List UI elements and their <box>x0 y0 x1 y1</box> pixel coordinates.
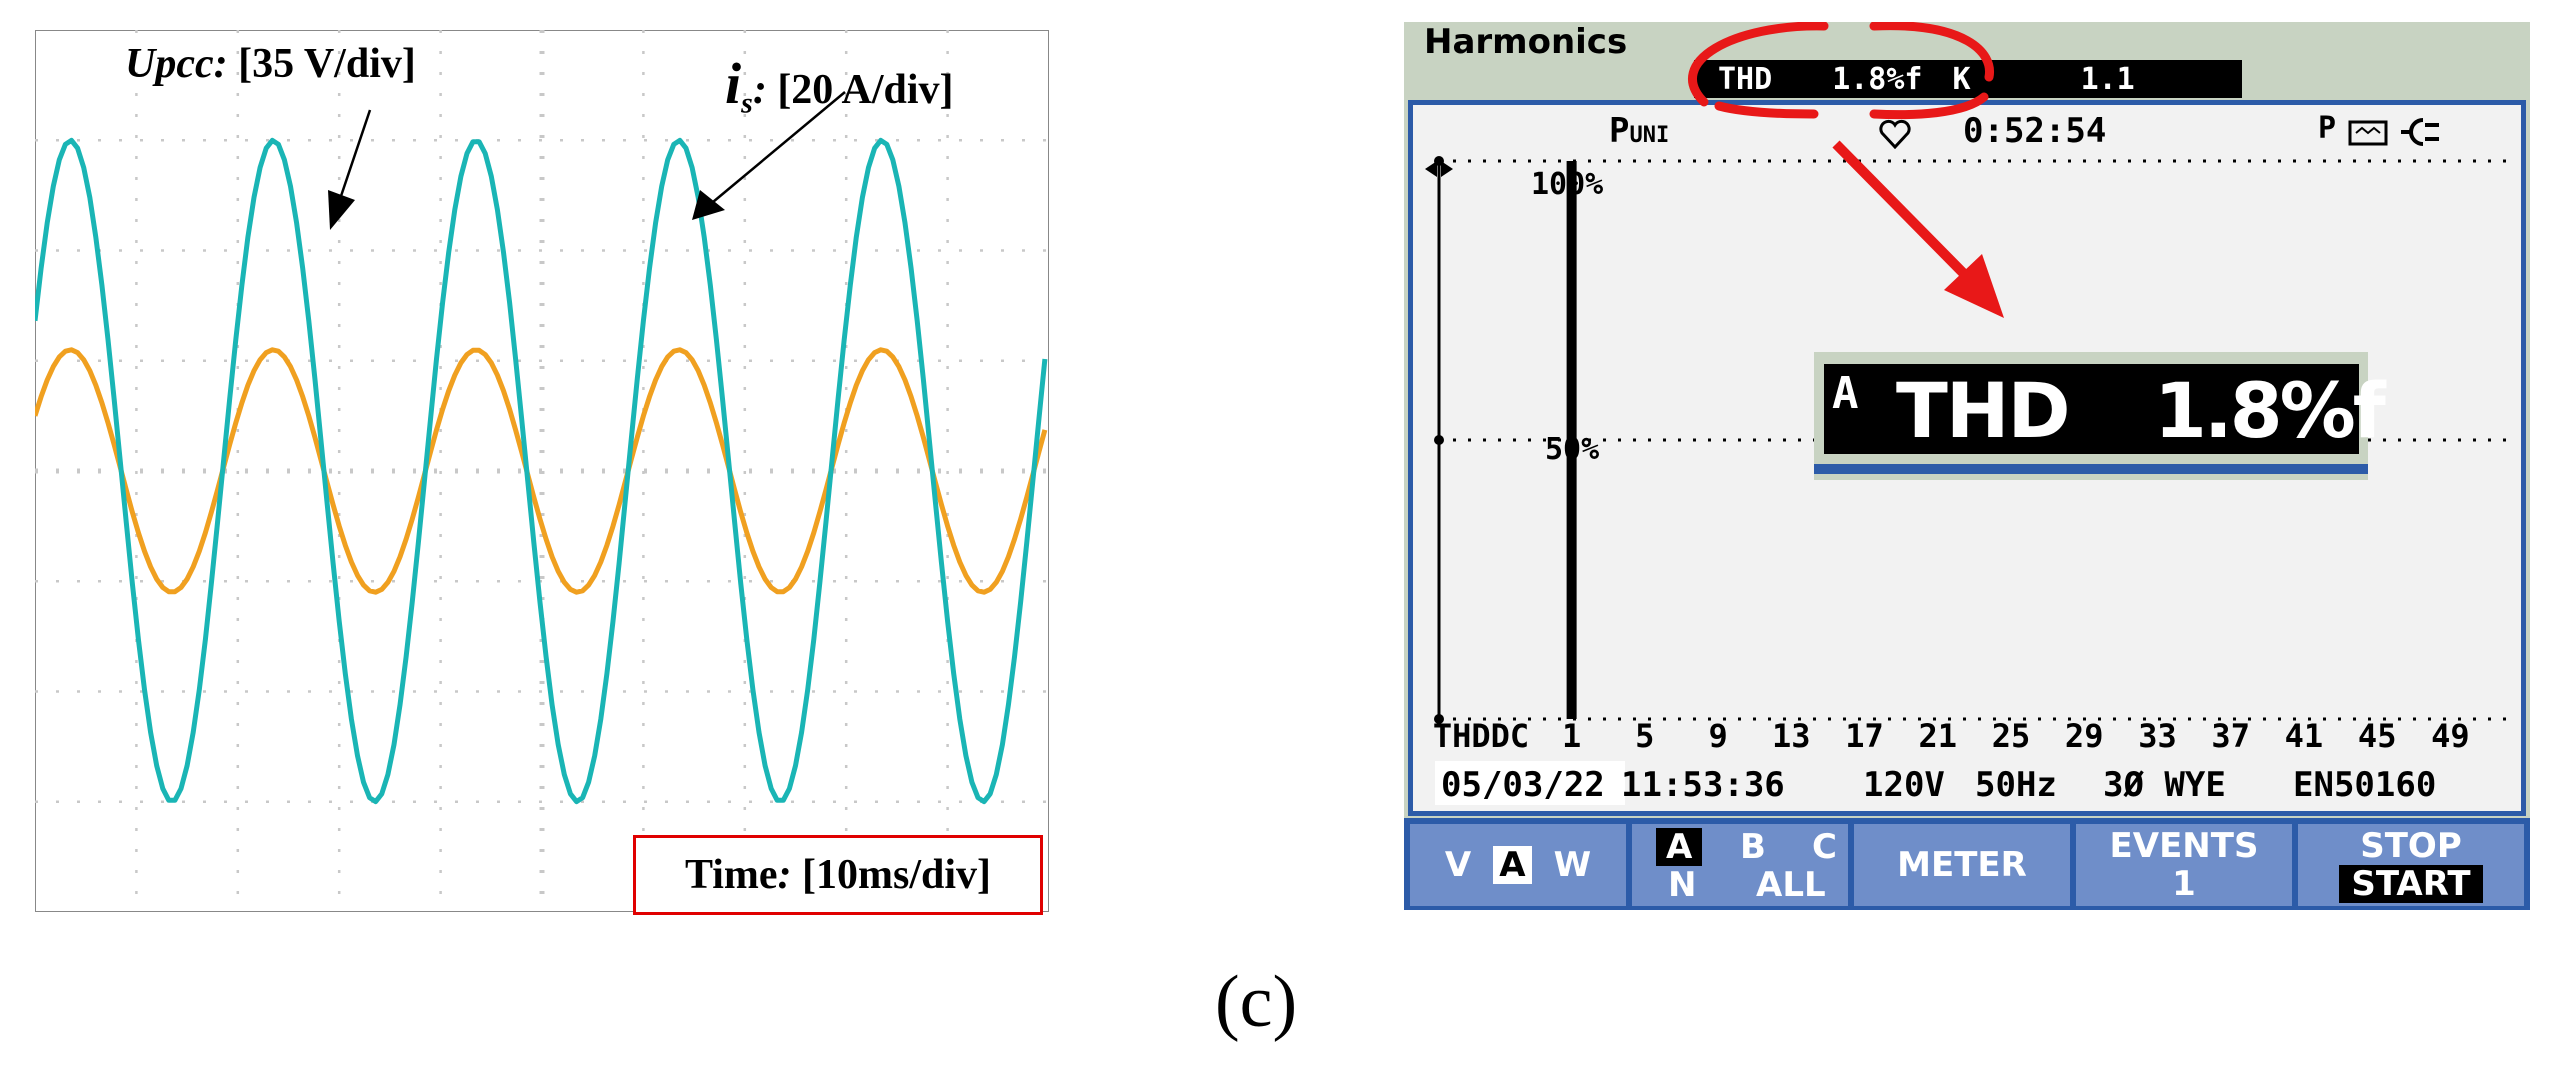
upcc-label: Upcc: [35 V/div] <box>125 40 416 88</box>
chart-bars <box>1566 161 1577 719</box>
softkey-v[interactable]: V <box>1444 845 1472 885</box>
is-label-subscript: s <box>741 86 753 120</box>
mode-label-sub: UNI <box>1629 123 1670 148</box>
softkey-phase-c[interactable]: C <box>1812 827 1837 867</box>
zoom-phase-label: A <box>1832 368 1859 419</box>
time-label: Time: [10ms/div] <box>685 851 991 899</box>
x-label: 13 <box>1772 717 1811 755</box>
softkey-events-label[interactable]: EVENTS <box>2109 826 2259 866</box>
upcc-label-name: Upcc: <box>125 41 228 87</box>
softkey-phase-b[interactable]: B <box>1740 827 1766 867</box>
plot-traces <box>35 137 1048 805</box>
time-scale-box: Time: [10ms/div] <box>633 835 1043 915</box>
harmonics-bar-chart <box>1425 156 2513 724</box>
x-label: 33 <box>2138 717 2177 755</box>
trace-is <box>35 347 1048 595</box>
header-k-value: 1.1 <box>2080 61 2135 97</box>
chart-gridlines <box>1434 156 2513 724</box>
standard-readout: EN50160 <box>2293 765 2437 805</box>
mains-plug-icon <box>2401 118 2439 146</box>
x-label: 25 <box>1991 717 2031 755</box>
power-analyzer-screen: Harmonics THD 1.8%f K 1.1 PUNI 0:52:54 P <box>1404 22 2530 910</box>
time-label-colon: : <box>777 852 792 898</box>
softkey-w[interactable]: W <box>1553 845 1592 885</box>
frequency-readout: 50Hz <box>1975 765 2057 805</box>
mode-indicator: PUNI <box>1609 111 1669 151</box>
x-label: 49 <box>2431 717 2470 755</box>
x-label: 21 <box>1918 717 1958 755</box>
softkey-vaw[interactable]: V A W <box>1410 824 1626 906</box>
softkey-start[interactable]: START <box>2339 865 2483 903</box>
memory-card-icon <box>2348 120 2388 146</box>
harmonics-display: PUNI 0:52:54 P 100% 50% THDDC 1 5 9 13 17 21 25… <box>1408 100 2526 816</box>
softkey-events-count[interactable]: 1 <box>2172 864 2196 904</box>
voltage-readout: 120V <box>1863 765 1945 805</box>
oscilloscope-panel: Upcc: [35 V/div] is: [20 A/div] Time: [1… <box>35 30 1049 915</box>
x-label: 9 <box>1708 717 1728 755</box>
upcc-arrow-head <box>328 190 355 230</box>
date-highlight <box>1435 761 1625 805</box>
is-label-colon: : <box>752 67 767 113</box>
config-readout: 3Ø WYE <box>2103 765 2226 805</box>
plot-grid <box>35 30 1049 912</box>
header-thd-value: 1.8%f <box>1832 61 1923 97</box>
zoom-thd-label: THD <box>1896 366 2071 455</box>
status-p-indicator: P <box>2318 111 2337 146</box>
time-label-scale: [10ms/div] <box>802 852 992 898</box>
ytick-100-label: 100% <box>1531 167 1604 202</box>
is-label-letter: i <box>725 51 742 116</box>
axis-tick-0 <box>1434 714 1444 724</box>
ytick-50-label: 50% <box>1545 432 1600 467</box>
header-k-label: K <box>1952 61 1971 97</box>
softkey-meter-label[interactable]: METER <box>1897 845 2027 885</box>
cursor-left-icon <box>1425 161 1437 177</box>
screen-title: Harmonics <box>1424 22 1628 62</box>
heart-icon <box>1879 119 1911 149</box>
time-readout: 11:53:36 <box>1621 765 1785 805</box>
softkey-a-selected[interactable]: A <box>1493 846 1532 884</box>
upcc-label-scale: [35 V/div] <box>238 41 416 87</box>
softkey-bar: V A W A B C N ALL METER EVENTS 1 STOP ST… <box>1404 818 2530 910</box>
axis-tick-50 <box>1434 435 1444 445</box>
zoom-readout-bar: A THD 1.8%f <box>1824 364 2386 455</box>
x-label: 29 <box>2064 717 2104 755</box>
cursor-right-icon <box>1441 161 1453 177</box>
bar-harmonic-1 <box>1566 161 1577 719</box>
softkey-phase[interactable]: A B C N ALL <box>1632 824 1848 906</box>
x-label: 1 <box>1561 717 1582 755</box>
axis-tick-100 <box>1434 156 1444 166</box>
trace-upcc <box>35 137 1048 805</box>
softkey-phase-all[interactable]: ALL <box>1756 865 1826 905</box>
softkey-stop[interactable]: STOP <box>2360 826 2462 866</box>
softkey-events[interactable]: EVENTS 1 <box>2076 824 2292 906</box>
x-label: 41 <box>2284 717 2324 755</box>
softkey-phase-n[interactable]: N <box>1668 865 1697 905</box>
annotation-arrows <box>328 91 846 230</box>
mode-label-main: P <box>1609 111 1630 151</box>
time-label-name: Time <box>684 852 778 898</box>
x-label: 17 <box>1845 717 1884 755</box>
x-label: 37 <box>2211 717 2250 755</box>
upcc-arrow-line <box>336 109 372 206</box>
softkey-phase-a[interactable]: A <box>1656 828 1703 866</box>
softkey-stop-start[interactable]: STOP START <box>2298 824 2524 906</box>
softkey-meter[interactable]: METER <box>1854 824 2070 906</box>
oscilloscope-plot <box>35 30 1049 912</box>
is-arrow-line <box>712 91 846 203</box>
x-label: 5 <box>1635 717 1655 755</box>
x-label: 45 <box>2357 717 2397 755</box>
is-label: is: [20 A/div] <box>725 50 954 120</box>
date-readout: 05/03/22 <box>1441 765 1605 805</box>
zoom-underline <box>1814 464 2368 474</box>
figure-caption: (c) <box>1215 961 1298 1043</box>
header-thd-label: THD <box>1718 61 1773 97</box>
zoom-inset: A THD 1.8%f <box>1814 352 2386 480</box>
zoom-thd-value: 1.8%f <box>2154 366 2386 455</box>
header-readout-bar: THD 1.8%f K 1.1 <box>1694 60 2242 98</box>
is-label-scale: [20 A/div] <box>777 67 954 113</box>
x-label: THDDC <box>1432 717 1530 755</box>
is-arrow-head <box>692 190 725 220</box>
